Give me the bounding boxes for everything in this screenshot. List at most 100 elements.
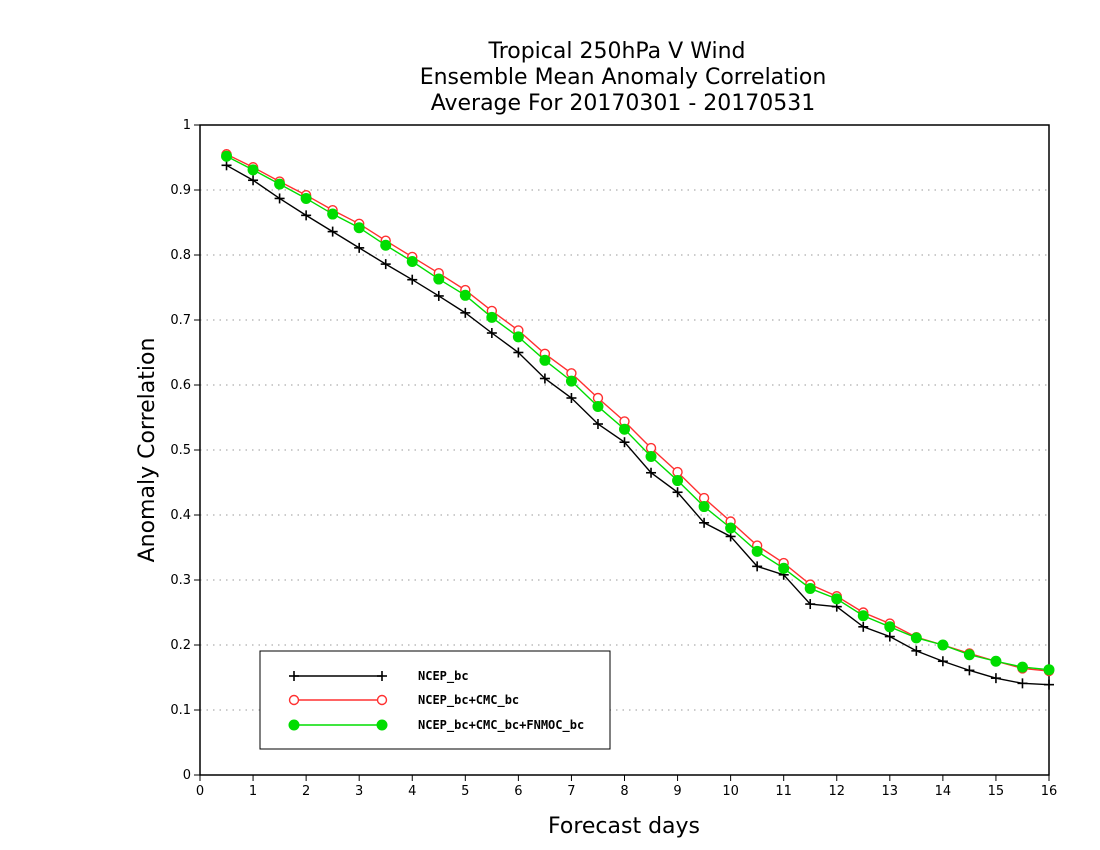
- data-point: [990, 655, 1002, 667]
- legend-marker: [376, 719, 388, 731]
- y-tick-label: 0.5: [170, 443, 191, 458]
- y-tick-label: 0.8: [170, 248, 191, 263]
- data-point: [672, 475, 684, 487]
- data-point: [301, 210, 312, 221]
- data-point: [433, 273, 445, 285]
- y-axis-label: Anomaly Correlation: [135, 338, 160, 563]
- legend-label: NCEP_bc: [418, 669, 469, 684]
- data-point: [831, 593, 843, 605]
- series-0: [221, 160, 1054, 690]
- x-tick-label: 6: [514, 784, 522, 799]
- title-line-2: Ensemble Mean Anomaly Correlation: [420, 65, 827, 90]
- y-tick-label: 0.6: [170, 378, 191, 393]
- data-point: [778, 562, 790, 574]
- data-point: [1016, 661, 1028, 673]
- legend-label: NCEP_bc+CMC_bc: [418, 693, 519, 708]
- legend: NCEP_bc NCEP_bc+CMC_bc NCEP_bc+CMC_bc+FNMO…: [259, 650, 611, 750]
- x-axis-label: Forecast days: [548, 814, 700, 839]
- data-point: [911, 645, 922, 656]
- data-point: [725, 522, 737, 534]
- data-point: [1017, 678, 1028, 689]
- data-point: [752, 561, 763, 572]
- chart-title: Tropical 250hPa V Wind Ensemble Mean Ano…: [420, 39, 827, 116]
- data-point: [406, 256, 418, 267]
- data-point: [327, 208, 339, 220]
- x-tick-label: 9: [673, 784, 681, 799]
- data-point: [513, 347, 524, 358]
- x-tick-label: 15: [988, 784, 1005, 799]
- legend-marker: [377, 671, 387, 681]
- x-tick-label: 7: [567, 784, 575, 799]
- data-point: [857, 610, 869, 622]
- data-point: [646, 467, 657, 478]
- y-tick-label: 0.3: [170, 573, 191, 588]
- data-point: [804, 582, 816, 594]
- y-tick-label: 0.7: [170, 313, 191, 328]
- data-point: [751, 545, 763, 557]
- series-line: [226, 155, 1050, 671]
- series-2: [221, 150, 1055, 676]
- data-point: [486, 328, 497, 338]
- x-tick-label: 0: [196, 784, 204, 799]
- data-point: [592, 400, 604, 412]
- x-tick-label: 2: [302, 784, 310, 799]
- data-point: [407, 274, 418, 285]
- data-point: [247, 164, 259, 176]
- y-tick-label: 1: [183, 118, 191, 133]
- data-point: [964, 665, 975, 676]
- legend-item-2: NCEP_bc+CMC_bc+FNMOC_bc: [288, 718, 584, 733]
- legend-marker: [376, 694, 388, 706]
- data-point: [1043, 664, 1055, 676]
- data-point: [380, 259, 391, 270]
- x-tick-label: 5: [461, 784, 469, 799]
- data-point: [592, 419, 603, 429]
- x-tick-label: 16: [1041, 784, 1058, 799]
- legend-marker: [289, 671, 299, 681]
- data-point: [274, 193, 285, 204]
- data-point: [699, 517, 710, 528]
- data-point: [433, 290, 444, 301]
- data-point: [884, 631, 895, 642]
- data-point: [300, 192, 312, 204]
- data-point: [512, 331, 524, 343]
- x-tick-label: 11: [775, 784, 792, 799]
- data-point: [539, 354, 551, 366]
- data-point: [459, 289, 471, 301]
- data-point: [380, 239, 392, 251]
- legend-marker: [288, 719, 300, 731]
- title-line-1: Tropical 250hPa V Wind: [487, 39, 745, 64]
- legend-item-1: NCEP_bc+CMC_bc: [288, 693, 519, 708]
- data-point: [910, 632, 922, 644]
- x-tick-label: 12: [828, 784, 845, 799]
- data-point: [937, 639, 949, 651]
- y-tick-label: 0.1: [170, 703, 191, 718]
- data-point: [274, 178, 286, 190]
- grid: [200, 189, 1049, 711]
- data-point: [963, 649, 975, 661]
- data-point: [990, 673, 1001, 684]
- data-point: [221, 160, 232, 171]
- data-point: [937, 656, 948, 667]
- legend-label: NCEP_bc+CMC_bc+FNMOC_bc: [418, 718, 584, 733]
- axis-ticks: 00.10.20.30.40.50.60.70.80.910 1 2 3 4 5 6 7 8 9 1…: [170, 118, 1057, 799]
- x-tick-label: 1: [249, 784, 257, 799]
- data-point: [698, 501, 710, 513]
- y-tick-label: 0.2: [170, 638, 191, 653]
- data-point: [566, 393, 577, 403]
- x-tick-label: 13: [882, 784, 899, 799]
- series-line: [226, 164, 1050, 686]
- data-point: [327, 226, 338, 237]
- data-point: [354, 242, 365, 253]
- y-tick-label: 0: [183, 768, 191, 783]
- data-point: [884, 621, 896, 633]
- data-point: [672, 487, 683, 498]
- data-point: [619, 437, 630, 448]
- y-tick-label: 0.4: [170, 508, 191, 523]
- data-point: [645, 451, 657, 462]
- series: [221, 149, 1055, 690]
- x-tick-label: 8: [620, 784, 628, 799]
- x-tick-label: 3: [355, 784, 363, 799]
- legend-marker: [288, 694, 300, 706]
- data-point: [805, 599, 816, 610]
